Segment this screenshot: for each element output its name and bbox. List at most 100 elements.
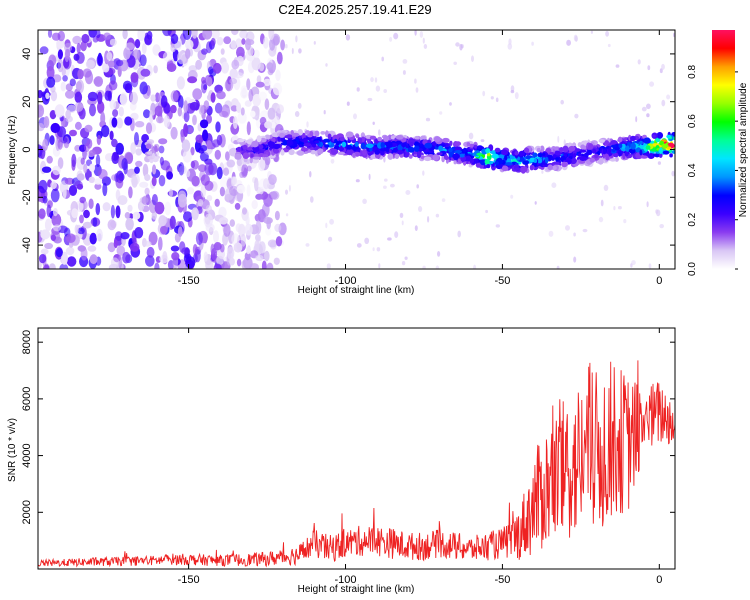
noise-cell xyxy=(328,236,333,242)
noise-cell xyxy=(95,30,101,39)
ridge-cell xyxy=(547,164,553,171)
noise-cell xyxy=(97,100,105,114)
ridge-cell xyxy=(438,145,443,151)
ridge-cell xyxy=(625,145,630,152)
noise-cell xyxy=(389,36,393,42)
snr-x-label: Height of straight line (km) xyxy=(298,584,415,595)
noise-cell xyxy=(191,207,199,221)
noise-cell xyxy=(427,216,430,223)
noise-cell xyxy=(414,225,418,232)
noise-cell xyxy=(255,254,264,262)
ridge-cell xyxy=(330,148,339,155)
x-tick-label: 0 xyxy=(656,275,662,287)
noise-cell xyxy=(346,101,350,106)
noise-cell xyxy=(88,163,96,172)
noise-cell xyxy=(57,157,64,170)
noise-cell xyxy=(46,204,52,218)
noise-cell xyxy=(46,65,55,80)
noise-cell xyxy=(128,186,133,199)
noise-cell xyxy=(135,160,143,167)
ridge-cell xyxy=(643,137,651,144)
ridge-cell xyxy=(424,142,433,149)
ridge-cell xyxy=(401,142,407,148)
noise-cell xyxy=(39,46,49,55)
ridge-cell xyxy=(341,141,347,148)
noise-cell xyxy=(266,262,274,269)
noise-cell xyxy=(237,111,247,124)
noise-cell xyxy=(242,256,253,269)
noise-cell xyxy=(649,81,655,87)
noise-cell xyxy=(65,246,75,256)
noise-cell xyxy=(285,189,288,195)
noise-cell xyxy=(88,198,94,210)
noise-cell xyxy=(453,61,458,65)
noise-cell xyxy=(171,252,180,261)
ridge-cell xyxy=(452,153,460,160)
noise-cell xyxy=(254,240,260,251)
noise-cell xyxy=(89,103,96,117)
ridge-cell xyxy=(494,160,499,166)
spectrogram-x-axis: -150 -100 -50 0 xyxy=(178,30,662,287)
ridge-cell xyxy=(653,153,657,157)
noise-cell xyxy=(50,122,61,134)
ridge-cell xyxy=(501,165,509,172)
noise-cell xyxy=(38,104,45,118)
noise-cell xyxy=(192,114,197,126)
noise-cell xyxy=(291,47,294,55)
noise-cell xyxy=(163,115,171,128)
noise-cell xyxy=(647,65,651,71)
noise-cell xyxy=(211,30,220,40)
noise-cell xyxy=(38,144,43,158)
noise-cell xyxy=(65,109,71,120)
noise-cell xyxy=(83,209,90,219)
ridge-cell xyxy=(573,153,577,158)
ridge-cell xyxy=(380,142,385,149)
snr-plot-area xyxy=(38,360,675,568)
noise-cell xyxy=(47,30,53,38)
noise-cell xyxy=(115,189,121,201)
noise-cell xyxy=(118,106,125,117)
noise-cell xyxy=(109,38,117,46)
ridge-cell xyxy=(486,164,491,169)
noise-cell xyxy=(214,149,221,160)
ridge-cell xyxy=(642,134,647,139)
noise-cell xyxy=(551,182,557,188)
noise-cell xyxy=(226,246,235,260)
noise-cell xyxy=(109,99,117,110)
x-tick-label: -150 xyxy=(178,574,200,586)
ridge-cell xyxy=(283,139,287,146)
noise-cell xyxy=(240,85,248,96)
ridge-cell xyxy=(246,139,254,145)
noise-cell xyxy=(144,187,150,196)
ridge-cell xyxy=(238,138,245,143)
noise-cell xyxy=(77,227,85,235)
noise-cell xyxy=(661,63,665,70)
noise-cell xyxy=(76,42,81,54)
noise-cell xyxy=(216,36,224,46)
noise-cell xyxy=(186,187,195,195)
noise-cell xyxy=(43,116,50,128)
noise-cell xyxy=(183,123,189,137)
noise-cell xyxy=(305,243,310,247)
noise-cell xyxy=(244,100,252,107)
ridge-cell xyxy=(327,133,332,140)
ridge-cell xyxy=(476,152,483,156)
noise-cell xyxy=(107,242,116,253)
noise-cell xyxy=(177,106,182,117)
noise-cell xyxy=(153,65,158,74)
noise-cell xyxy=(273,35,280,46)
noise-cell xyxy=(204,180,214,191)
noise-cell xyxy=(556,265,560,269)
noise-cell xyxy=(630,263,633,268)
noise-cell xyxy=(195,134,204,144)
noise-cell xyxy=(374,77,378,83)
noise-cell xyxy=(129,91,138,105)
ridge-cell xyxy=(666,134,672,139)
noise-cell xyxy=(230,105,238,112)
noise-cell xyxy=(96,228,103,242)
ridge-cell xyxy=(537,152,543,158)
noise-cell xyxy=(387,237,392,241)
noise-cell xyxy=(206,195,213,202)
ridge-cell xyxy=(408,154,413,159)
noise-cell xyxy=(245,215,250,226)
